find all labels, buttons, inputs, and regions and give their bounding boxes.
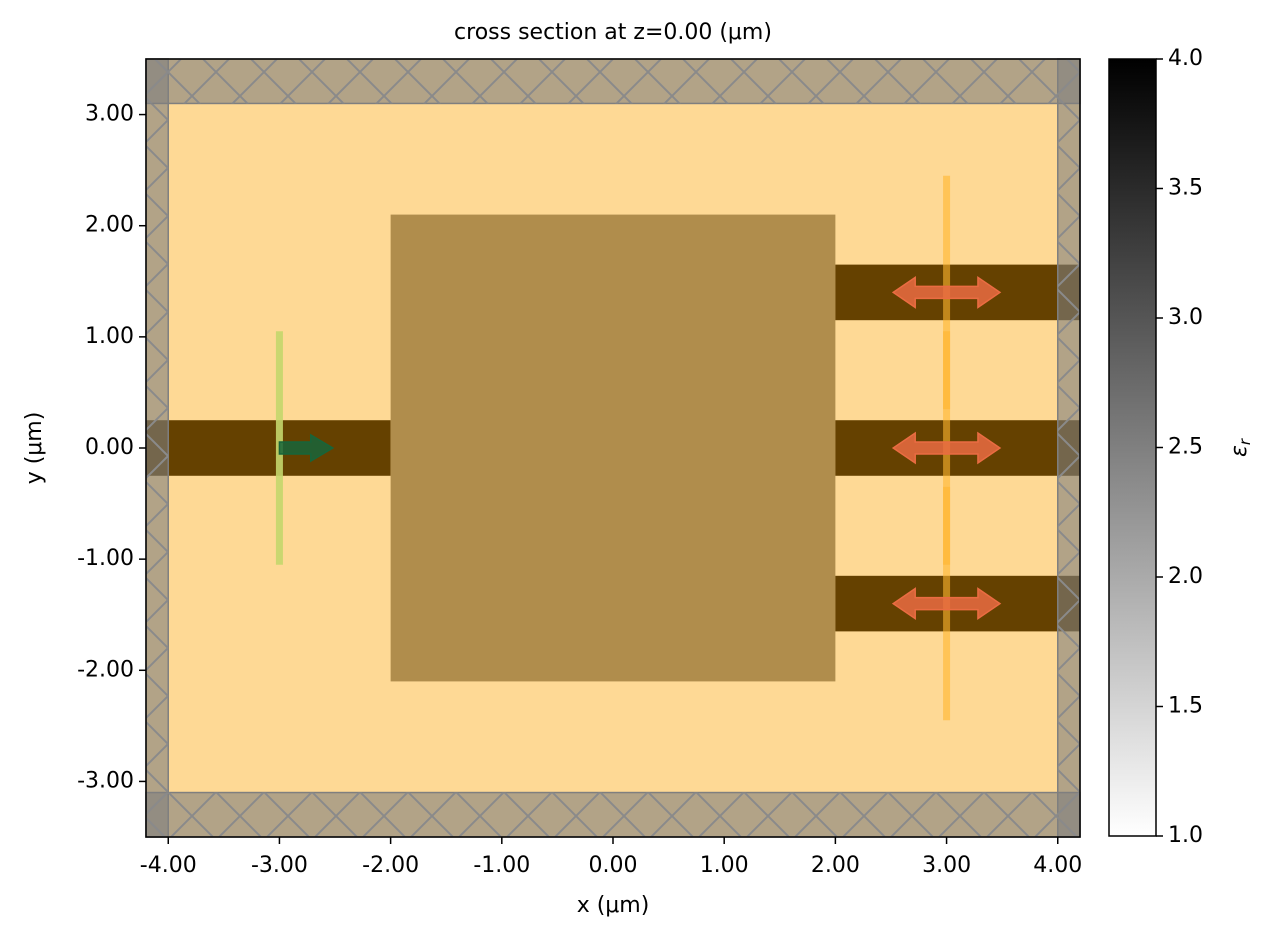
- y-tick-label: 0.00: [85, 435, 134, 460]
- colorbar-tick-label: 2.0: [1168, 564, 1203, 589]
- colorbar-tick-label: 1.0: [1168, 823, 1203, 848]
- pml-hatch: [146, 59, 1080, 104]
- x-tick-label: 1.00: [700, 853, 749, 878]
- y-axis-label: y (μm): [22, 412, 47, 485]
- colorbar-label: εr: [1227, 438, 1254, 457]
- y-tick-label: 2.00: [85, 213, 134, 238]
- colorbar-tick-label: 1.5: [1168, 694, 1203, 719]
- x-tick-label: 4.00: [1033, 853, 1082, 878]
- colorbar-tick-label: 3.0: [1168, 305, 1203, 330]
- colorbar-tick-label: 2.5: [1168, 435, 1203, 460]
- x-axis-label: x (μm): [577, 893, 650, 918]
- plot-area: [145, 58, 1081, 838]
- x-tick-label: 2.00: [811, 853, 860, 878]
- source-direction: [278, 433, 335, 463]
- x-tick-label: -1.00: [473, 853, 530, 878]
- colorbar-gradient: [1108, 58, 1157, 837]
- monitor-direction: [891, 431, 1002, 465]
- y-tick-label: -2.00: [77, 657, 134, 682]
- structure: [146, 420, 391, 476]
- colorbar-tick-label: 4.0: [1168, 46, 1203, 71]
- colorbar-label-subscript: r: [1236, 438, 1254, 445]
- monitor-direction: [891, 275, 1002, 309]
- structure: [390, 214, 836, 682]
- y-tick-label: -3.00: [77, 768, 134, 793]
- pml-hatch: [146, 792, 1080, 837]
- chart-title: cross section at z=0.00 (μm): [454, 20, 772, 45]
- x-tick-label: 3.00: [922, 853, 971, 878]
- colorbar-label-symbol: ε: [1227, 445, 1252, 457]
- colorbar-tick-label: 3.5: [1168, 176, 1203, 201]
- x-tick-label: -3.00: [251, 853, 308, 878]
- y-tick-label: 3.00: [85, 102, 134, 127]
- x-tick-label: -4.00: [140, 853, 197, 878]
- pml-hatch: [146, 59, 169, 837]
- monitor-direction: [891, 587, 1002, 621]
- x-tick-label: 0.00: [589, 853, 638, 878]
- colorbar: 1.0 1.5 2.0 2.5 3.0 3.5 4.0 εr: [1108, 46, 1254, 848]
- y-tick-label: -1.00: [77, 546, 134, 571]
- y-tick-label: 1.00: [85, 324, 134, 349]
- pml-hatch: [1057, 59, 1080, 837]
- x-tick-label: -2.00: [362, 853, 419, 878]
